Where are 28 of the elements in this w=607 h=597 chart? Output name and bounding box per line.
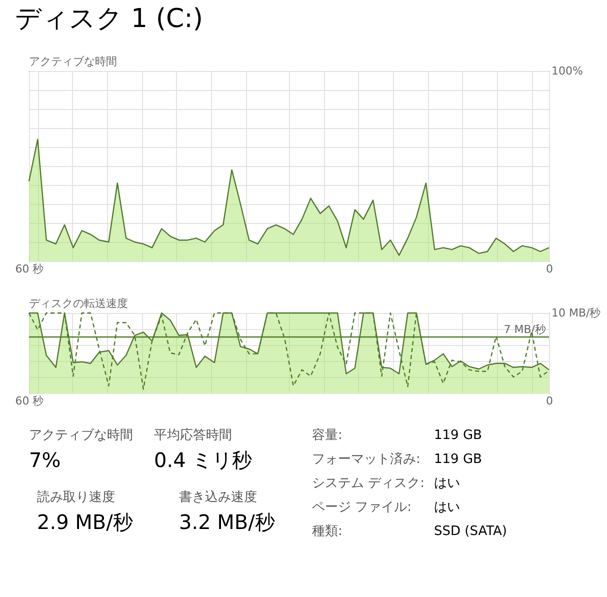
x-tick-label: 60 秒 [15, 394, 44, 408]
text: 2.9 MB/秒 [37, 510, 133, 534]
text: フォーマット済み: [312, 451, 420, 467]
y-axis-title: ディスクの転送速度 [29, 297, 128, 310]
text: SSD (SATA) [434, 524, 507, 539]
text: 119 GB [434, 452, 482, 467]
x-tick-label: 60 秒 [15, 262, 44, 276]
x-tick-label: 0 [546, 394, 553, 408]
ref-line-label: 7 MB/秒 [504, 323, 546, 336]
text: 容量: [312, 427, 342, 443]
x-tick-label: 0 [546, 262, 553, 276]
chart-title: ディスク 1 (C:) [14, 4, 204, 34]
y-axis-title: アクティブな時間 [29, 55, 117, 68]
text: 読み取り速度 [37, 489, 115, 505]
text: 119 GB [434, 428, 482, 443]
text: 0.4 ミリ秒 [154, 448, 252, 472]
text: 平均応答時間 [154, 427, 232, 443]
text: 7% [29, 448, 61, 472]
y-tick-label: 100% [552, 64, 583, 78]
text: 3.2 MB/秒 [179, 510, 275, 534]
text: 種類: [312, 524, 342, 539]
text: はい [434, 500, 460, 515]
text: はい [434, 476, 460, 491]
text: アクティブな時間 [29, 428, 133, 443]
text: ページ ファイル: [312, 500, 412, 515]
y-tick-label: 10 MB/秒 [552, 306, 601, 320]
text: システム ディスク: [312, 476, 425, 491]
text: 書き込み速度 [179, 489, 257, 505]
